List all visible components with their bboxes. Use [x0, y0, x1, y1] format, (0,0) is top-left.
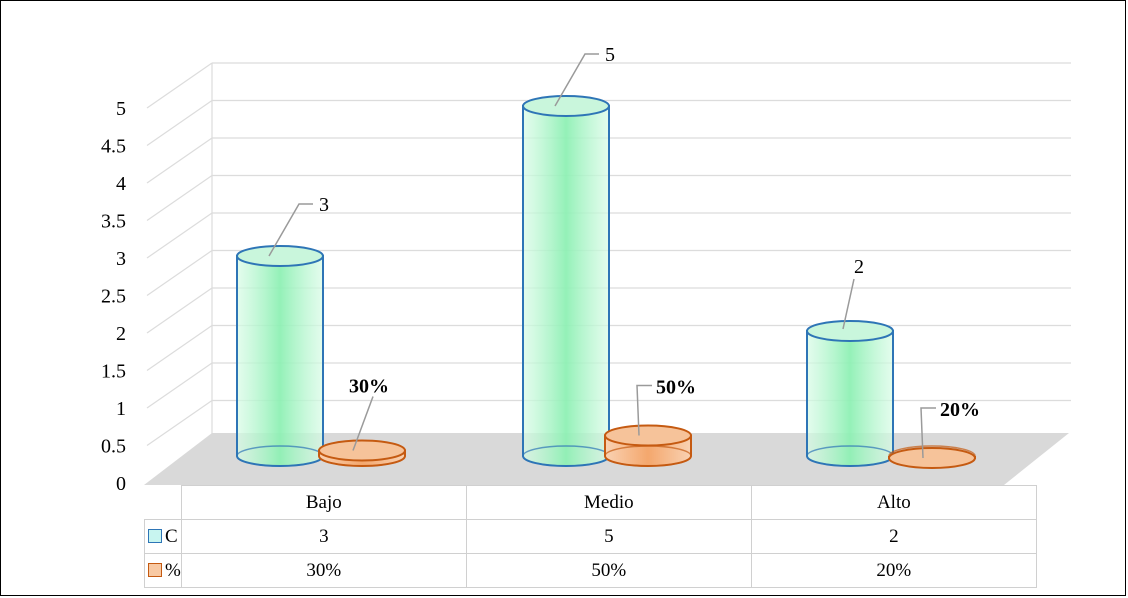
bar-c-medio-body	[522, 105, 610, 467]
y-tick-label: 4	[116, 173, 126, 195]
bar-pct-medio-top	[604, 424, 692, 447]
y-tick-label: 5	[116, 98, 126, 120]
table-corner	[144, 485, 182, 520]
table-category-alto: Alto	[750, 485, 1037, 520]
y-tick-label: 3	[116, 248, 126, 270]
bar-c-alto-top	[806, 320, 894, 342]
gridline-side	[146, 362, 213, 409]
leader-line	[554, 53, 599, 107]
gridline-side	[146, 175, 213, 221]
leader-line	[352, 396, 374, 451]
leader-line	[842, 278, 855, 330]
y-tick-label: 0	[116, 473, 126, 495]
gridline-side	[146, 250, 213, 296]
bar-c-alto	[806, 320, 894, 467]
table-row-pct: % 30% 50% 20%	[144, 553, 1037, 588]
y-tick-label: 2.5	[101, 286, 126, 308]
table-cell: 3	[180, 519, 467, 554]
table-cell: 30%	[180, 553, 467, 588]
table-header-row: Bajo Medio Alto	[144, 485, 1037, 520]
y-axis-ticks: 0 0.5 1 1.5 2 2.5 3 3.5 4 4.5 5	[101, 98, 126, 495]
gridline-side	[146, 100, 213, 146]
bar-c-bajo-body	[236, 255, 324, 467]
bar-pct-alto	[888, 445, 976, 469]
series-c-label: C	[165, 525, 178, 547]
bar-pct-medio	[604, 424, 692, 467]
y-tick-label: 4.5	[101, 136, 126, 158]
data-label-c: 3	[319, 194, 329, 216]
bar-c-medio-top	[522, 95, 610, 117]
bar-pct-bajo	[318, 439, 406, 467]
bar-pct-alto-top	[888, 447, 976, 469]
table-cell: 20%	[750, 553, 1037, 588]
data-labels: 3 30% 5 50% 2 20%	[268, 44, 980, 459]
legend-key-pct	[148, 562, 162, 577]
data-label-pct: 20%	[940, 399, 980, 421]
y-tick-label: 3.5	[101, 211, 126, 233]
data-label-c: 2	[854, 256, 864, 278]
gridline-side	[146, 287, 213, 334]
y-tick-label: 0.5	[101, 436, 126, 458]
bar-pct-bajo-top	[318, 439, 406, 462]
gridline-side	[146, 137, 213, 184]
series-pct-label: %	[165, 559, 181, 581]
legend-key-c	[148, 528, 162, 543]
table-cell: 50%	[465, 553, 752, 588]
table-series-c-header: C	[144, 519, 182, 554]
table-series-pct-header: %	[144, 553, 182, 588]
table-cell: 2	[750, 519, 1037, 554]
y-tick-label: 1	[116, 398, 126, 420]
table-category-medio: Medio	[465, 485, 752, 520]
gridline-side	[146, 325, 213, 371]
data-label-c: 5	[605, 44, 615, 66]
gridline-side	[146, 62, 213, 109]
chart-bars	[236, 95, 976, 469]
y-tick-label: 1.5	[101, 361, 126, 383]
gridline-side	[146, 212, 213, 259]
y-tick-label: 2	[116, 323, 126, 345]
data-label-pct: 30%	[349, 376, 389, 398]
data-label-pct: 50%	[656, 377, 696, 399]
table-row-c: C 3 5 2	[144, 519, 1037, 554]
bar-c-bajo	[236, 245, 324, 467]
leader-line	[268, 203, 313, 257]
leader-line	[920, 407, 936, 459]
gridline-side	[146, 400, 213, 446]
gridlines	[146, 62, 1071, 446]
table-cell: 5	[465, 519, 752, 554]
leader-line	[636, 384, 652, 436]
table-category-bajo: Bajo	[180, 485, 467, 520]
data-table: Bajo Medio Alto C 3 5 2 % 30% 50% 20%	[144, 485, 1037, 588]
bar-c-bajo-top	[236, 245, 324, 267]
bar-c-medio	[522, 95, 610, 467]
